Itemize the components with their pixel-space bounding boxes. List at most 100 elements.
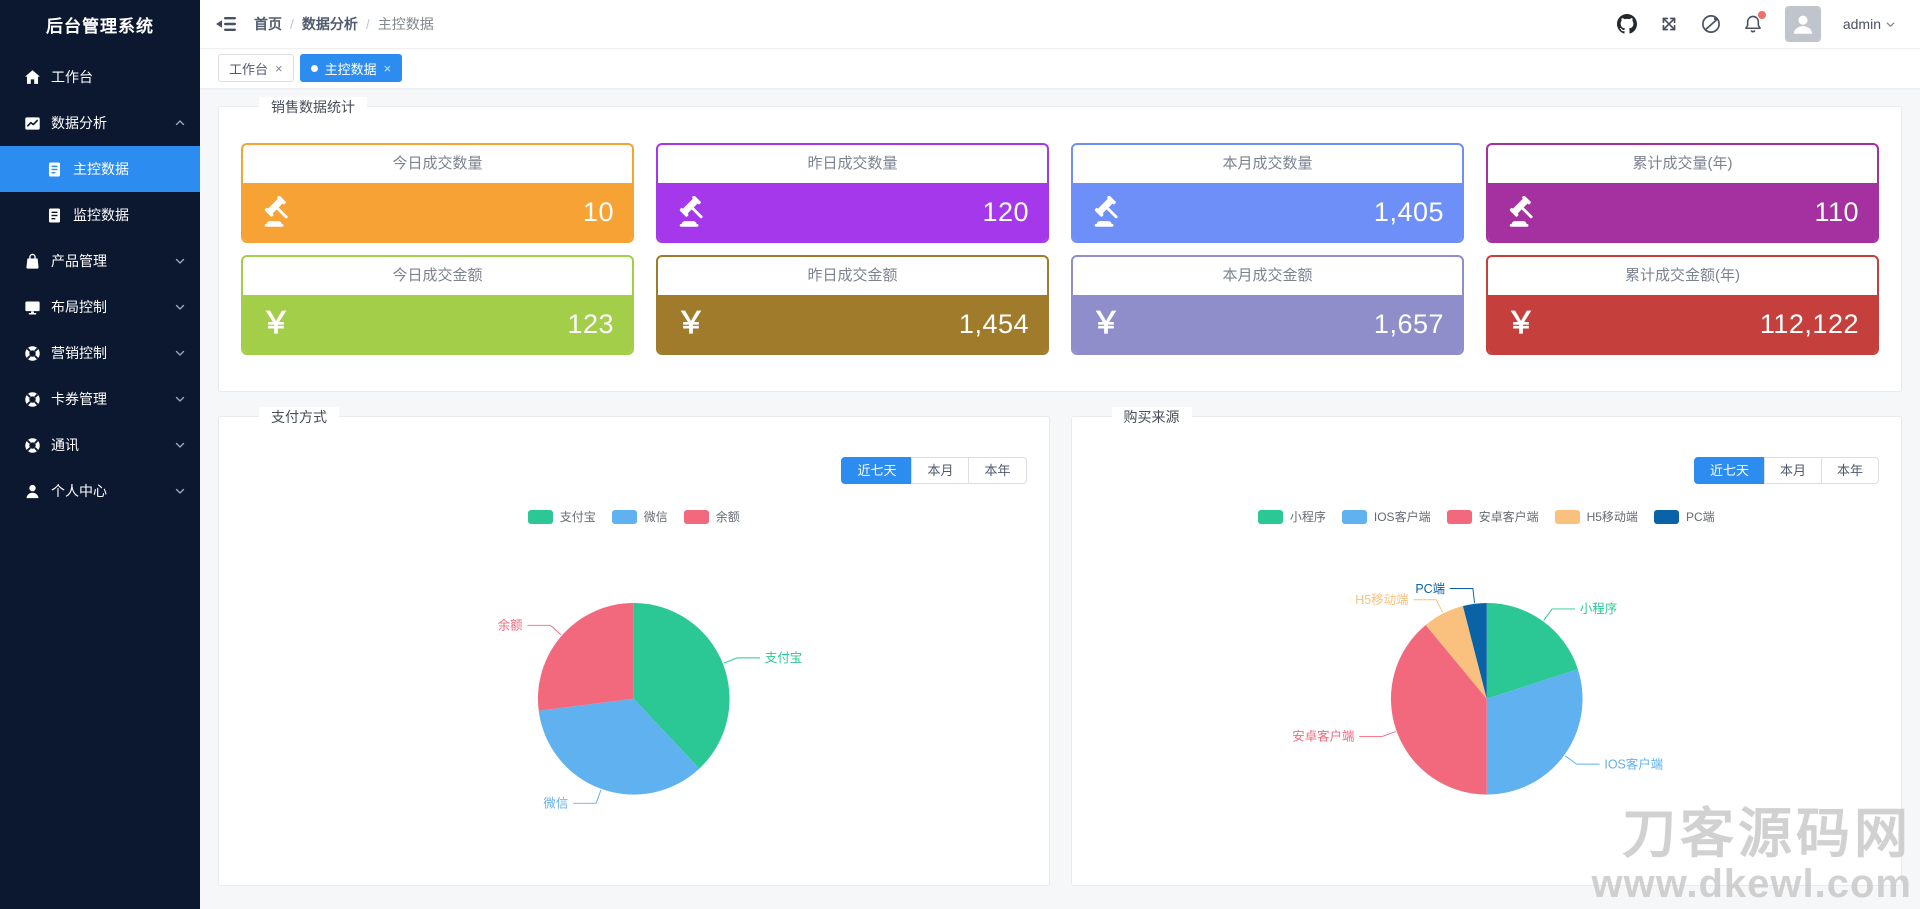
charts-row: 支付方式 近七天 本月 本年 支付宝 微信 余额 支付宝 微信 余额 购买来源 近七天 本月 本年 小程序 I… — [218, 407, 1902, 886]
chevron-down-icon — [174, 347, 186, 359]
notification-badge — [1757, 11, 1766, 19]
legend-item[interactable]: H5移动端 — [1554, 508, 1638, 525]
slash-circle-icon[interactable] — [1701, 14, 1721, 34]
chart-range-controls: 近七天 本月 本年 — [241, 457, 1027, 484]
tab-0[interactable]: 工作台 × — [218, 54, 294, 82]
close-icon[interactable]: × — [383, 60, 392, 76]
pie-label: 余额 — [498, 618, 523, 633]
sidebar-item-1[interactable]: 数据分析 — [0, 100, 200, 146]
stat-card-body: 120 — [658, 183, 1047, 241]
stat-card-0: 今日成交数量 10 — [241, 143, 634, 243]
chart-panel-0: 支付方式 近七天 本月 本年 支付宝 微信 余额 支付宝 微信 余额 — [218, 407, 1050, 886]
range-button-1[interactable]: 本月 — [1763, 457, 1822, 484]
sidebar-menu: 工作台 数据分析主控数据监控数据 产品管理 布局控制 营销控制 卡券管理通讯个人中心 — [0, 48, 200, 514]
ring-icon — [24, 345, 41, 362]
range-button-0[interactable]: 近七天 — [841, 457, 913, 484]
legend-label: 小程序 — [1289, 510, 1326, 524]
pie-label: 安卓客户端 — [1292, 729, 1354, 744]
user-name: admin — [1842, 16, 1881, 32]
tab-1[interactable]: 主控数据 × — [299, 54, 403, 82]
pie-slice[interactable] — [1390, 624, 1487, 795]
sidebar: 后台管理系统 工作台 数据分析 主控数据 监控数据 产品管理 布局控制 营销控制 卡券管理 通讯… — [0, 0, 200, 909]
sidebar-item-8[interactable]: 通讯 — [0, 422, 200, 468]
sidebar-item-3[interactable]: 监控数据 — [0, 192, 200, 238]
legend-item[interactable]: 小程序 — [1257, 508, 1326, 525]
sidebar-item-label: 通讯 — [51, 437, 79, 453]
yen-icon: ￥ — [1506, 307, 1536, 340]
ring-icon — [24, 391, 41, 408]
stat-card-body: ￥ 1,454 — [658, 295, 1047, 353]
stat-card-value: 120 — [982, 196, 1029, 227]
stat-card-value: 112,122 — [1759, 308, 1859, 339]
breadcrumb-item-1[interactable]: 数据分析 — [301, 16, 358, 32]
sidebar-item-label: 个人中心 — [51, 483, 107, 499]
pie-label-line — [527, 624, 562, 636]
bell-icon[interactable] — [1743, 11, 1766, 34]
sidebar-item-6[interactable]: 营销控制 — [0, 330, 200, 376]
stat-card-value: 110 — [1814, 196, 1859, 227]
legend-label: 安卓客户端 — [1478, 510, 1539, 524]
gavel-icon — [676, 195, 709, 229]
legend-label: H5移动端 — [1586, 510, 1638, 524]
legend-item[interactable]: 余额 — [683, 508, 740, 525]
sales-stats-panel: 销售数据统计 今日成交数量 10 昨日成交数量 120 本月成交数量 1,405 累计成交量… — [218, 97, 1902, 392]
breadcrumb-separator: / — [365, 16, 370, 32]
pie-slice[interactable] — [1486, 602, 1578, 699]
legend-item[interactable]: 微信 — [611, 508, 668, 525]
gavel-icon — [1091, 195, 1124, 229]
sidebar-item-0[interactable]: 工作台 — [0, 54, 200, 100]
ring-icon — [24, 437, 41, 454]
sidebar-item-label: 主控数据 — [73, 161, 129, 177]
stat-card-body: 10 — [243, 183, 632, 241]
chevron-down-icon — [174, 255, 186, 267]
fullscreen-icon[interactable] — [1659, 14, 1679, 34]
range-button-0[interactable]: 近七天 — [1693, 457, 1765, 484]
chart-legend: 小程序 IOS客户端 安卓客户端 H5移动端 PC端 — [1094, 508, 1880, 525]
close-icon[interactable]: × — [275, 60, 283, 76]
range-button-2[interactable]: 本年 — [1820, 457, 1879, 484]
legend-swatch — [1257, 509, 1283, 524]
stat-card-2: 本月成交数量 1,405 — [1071, 143, 1464, 243]
github-icon[interactable] — [1616, 14, 1637, 34]
pie-slice[interactable] — [538, 698, 700, 795]
pie-label: 支付宝 — [765, 651, 802, 665]
legend-item[interactable]: IOS客户端 — [1341, 508, 1431, 525]
chart-panel-1: 购买来源 近七天 本月 本年 小程序 IOS客户端 安卓客户端 H5移动端 PC端 小程序 IOS客… — [1070, 407, 1902, 886]
range-button-2[interactable]: 本年 — [968, 457, 1027, 484]
pie-slice[interactable] — [633, 602, 730, 769]
stat-card-value: 123 — [567, 308, 614, 339]
pie-slice[interactable] — [1425, 606, 1487, 699]
sidebar-item-7[interactable]: 卡券管理 — [0, 376, 200, 422]
collapse-menu-icon[interactable] — [216, 16, 236, 32]
chart-legend: 支付宝 微信 余额 — [241, 508, 1027, 525]
range-button-1[interactable]: 本月 — [911, 457, 970, 484]
legend-label: 微信 — [643, 510, 668, 524]
stat-card-body: ￥ 112,122 — [1488, 295, 1877, 353]
top-bar: 首页 / 数据分析 / 主控数据 admin — [200, 0, 1920, 48]
stat-cards: 今日成交数量 10 昨日成交数量 120 本月成交数量 1,405 累计成交量(年) 110 今… — [241, 143, 1879, 355]
pie-label-line — [1358, 731, 1396, 737]
chevron-down-icon — [1886, 21, 1895, 27]
pie-slice[interactable] — [537, 602, 634, 711]
legend-item[interactable]: PC端 — [1653, 508, 1715, 525]
pie-slice[interactable] — [1462, 602, 1487, 699]
pie-label: 微信 — [543, 797, 568, 811]
breadcrumb-item-0[interactable]: 首页 — [254, 16, 282, 32]
stat-card-7: 累计成交金额(年) ￥ 112,122 — [1486, 255, 1879, 355]
pie-label-line — [1542, 608, 1575, 621]
sidebar-item-2[interactable]: 主控数据 — [0, 146, 200, 192]
stat-card-value: 1,405 — [1373, 196, 1444, 227]
chart-range-controls: 近七天 本月 本年 — [1094, 457, 1879, 484]
user-dropdown[interactable]: admin — [1843, 16, 1896, 32]
pie-label-line — [573, 789, 602, 804]
sidebar-item-4[interactable]: 产品管理 — [0, 238, 200, 284]
avatar[interactable] — [1784, 6, 1821, 42]
pie-slice[interactable] — [1486, 669, 1583, 795]
legend-item[interactable]: 支付宝 — [527, 508, 596, 525]
stat-card-body: 110 — [1488, 183, 1877, 241]
stat-card-title: 累计成交金额(年) — [1625, 267, 1740, 284]
sidebar-item-5[interactable]: 布局控制 — [0, 284, 200, 330]
legend-item[interactable]: 安卓客户端 — [1446, 508, 1539, 525]
stat-card-1: 昨日成交数量 120 — [656, 143, 1049, 243]
sidebar-item-9[interactable]: 个人中心 — [0, 468, 200, 514]
